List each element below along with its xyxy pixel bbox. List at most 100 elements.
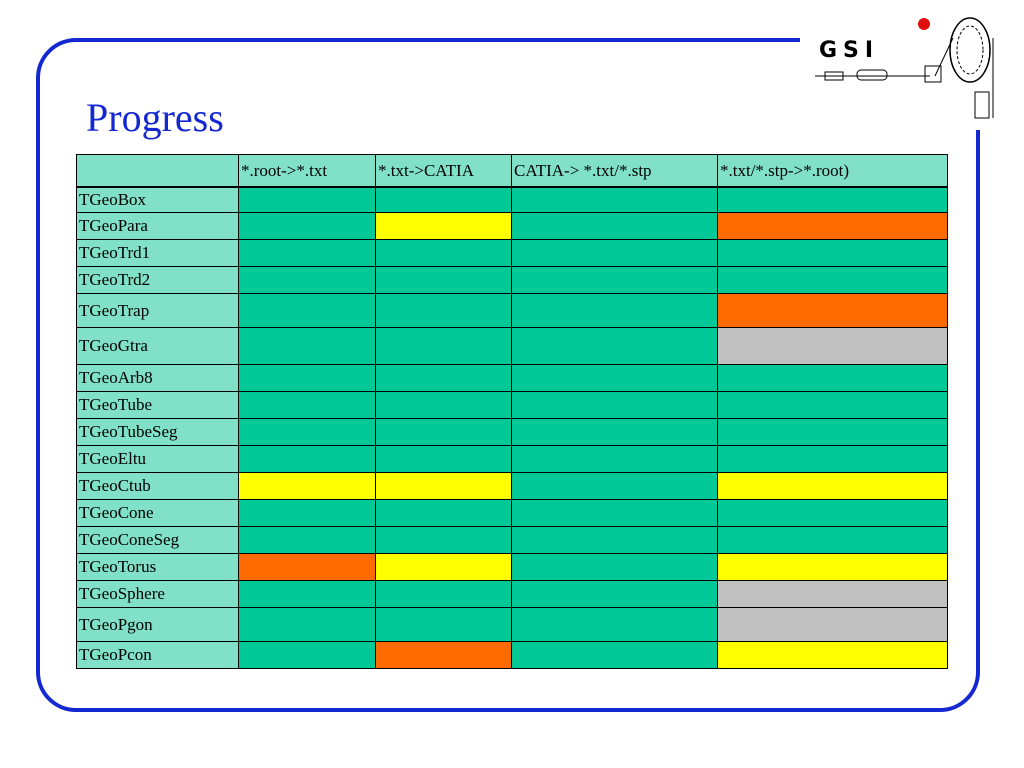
shape-name-cell: TGeoArb8 xyxy=(76,365,238,391)
shape-name-cell: TGeoCone xyxy=(76,500,238,526)
status-cell xyxy=(238,473,375,499)
status-cell xyxy=(375,328,511,364)
status-cell xyxy=(717,527,948,553)
table-row: TGeoBox xyxy=(76,187,948,213)
status-cell xyxy=(238,554,375,580)
status-cell xyxy=(511,642,717,668)
status-cell xyxy=(717,642,948,668)
status-cell xyxy=(717,554,948,580)
table-row: TGeoCone xyxy=(76,500,948,527)
status-cell xyxy=(511,608,717,641)
status-cell xyxy=(375,392,511,418)
status-cell xyxy=(717,267,948,293)
status-cell xyxy=(375,642,511,668)
status-cell xyxy=(238,446,375,472)
status-cell xyxy=(375,419,511,445)
status-cell xyxy=(511,554,717,580)
status-cell xyxy=(717,581,948,607)
status-cell xyxy=(511,240,717,266)
status-cell xyxy=(717,608,948,641)
status-cell xyxy=(238,392,375,418)
status-cell xyxy=(717,365,948,391)
status-cell xyxy=(511,527,717,553)
accelerator-ring-icon xyxy=(815,17,994,119)
status-cell xyxy=(375,188,511,212)
status-cell xyxy=(511,328,717,364)
table-row: TGeoTube xyxy=(76,392,948,419)
table-row: TGeoPgon xyxy=(76,608,948,642)
status-cell xyxy=(375,267,511,293)
status-cell xyxy=(238,240,375,266)
status-cell xyxy=(717,188,948,212)
progress-table: *.root->*.txt *.txt->CATIA CATIA-> *.txt… xyxy=(76,154,948,669)
status-cell xyxy=(238,213,375,239)
status-cell xyxy=(511,473,717,499)
status-cell xyxy=(238,642,375,668)
shape-name-cell: TGeoTrd1 xyxy=(76,240,238,266)
shape-name-cell: TGeoPgon xyxy=(76,608,238,641)
shape-name-cell: TGeoSphere xyxy=(76,581,238,607)
gsi-logo-text: GSI xyxy=(819,38,880,63)
shape-name-cell: TGeoPara xyxy=(76,213,238,239)
header-cell-txt-to-catia: *.txt->CATIA xyxy=(375,155,511,186)
status-cell xyxy=(375,473,511,499)
shape-name-cell: TGeoGtra xyxy=(76,328,238,364)
status-cell xyxy=(717,328,948,364)
table-row: TGeoEltu xyxy=(76,446,948,473)
table-row: TGeoTrd2 xyxy=(76,267,948,294)
status-cell xyxy=(238,500,375,526)
status-cell xyxy=(375,213,511,239)
status-cell xyxy=(375,608,511,641)
status-cell xyxy=(717,240,948,266)
status-cell xyxy=(511,419,717,445)
status-cell xyxy=(511,365,717,391)
status-cell xyxy=(375,581,511,607)
slide-frame xyxy=(36,38,980,712)
status-cell xyxy=(238,527,375,553)
status-cell xyxy=(511,294,717,327)
table-row: TGeoSphere xyxy=(76,581,948,608)
status-cell xyxy=(238,267,375,293)
status-cell xyxy=(717,473,948,499)
status-cell xyxy=(238,328,375,364)
table-row: TGeoPara xyxy=(76,213,948,240)
header-cell-root-to-txt: *.root->*.txt xyxy=(238,155,375,186)
shape-name-cell: TGeoBox xyxy=(76,188,238,212)
status-cell xyxy=(375,240,511,266)
status-cell xyxy=(238,419,375,445)
table-row: TGeoTorus xyxy=(76,554,948,581)
status-cell xyxy=(375,554,511,580)
table-row: TGeoGtra xyxy=(76,328,948,365)
status-cell xyxy=(511,392,717,418)
status-cell xyxy=(717,392,948,418)
gsi-logo: GSI xyxy=(815,8,1015,123)
status-cell xyxy=(511,446,717,472)
shape-name-cell: TGeoConeSeg xyxy=(76,527,238,553)
table-header-row: *.root->*.txt *.txt->CATIA CATIA-> *.txt… xyxy=(76,154,948,187)
status-cell xyxy=(717,213,948,239)
status-cell xyxy=(717,419,948,445)
header-cell-empty xyxy=(76,155,238,186)
table-row: TGeoTrd1 xyxy=(76,240,948,267)
shape-name-cell: TGeoEltu xyxy=(76,446,238,472)
slide-title: Progress xyxy=(86,95,224,140)
status-cell xyxy=(375,446,511,472)
shape-name-cell: TGeoPcon xyxy=(76,642,238,668)
shape-name-cell: TGeoTrd2 xyxy=(76,267,238,293)
shape-name-cell: TGeoTrap xyxy=(76,294,238,327)
status-cell xyxy=(717,294,948,327)
status-cell xyxy=(511,188,717,212)
status-cell xyxy=(238,608,375,641)
table-row: TGeoConeSeg xyxy=(76,527,948,554)
table-row: TGeoTrap xyxy=(76,294,948,328)
status-cell xyxy=(238,365,375,391)
shape-name-cell: TGeoTorus xyxy=(76,554,238,580)
status-cell xyxy=(375,294,511,327)
gsi-logo-dot xyxy=(918,18,930,30)
status-cell xyxy=(238,294,375,327)
table-row: TGeoTubeSeg xyxy=(76,419,948,446)
status-cell xyxy=(511,267,717,293)
status-cell xyxy=(511,581,717,607)
status-cell xyxy=(511,213,717,239)
shape-name-cell: TGeoTube xyxy=(76,392,238,418)
